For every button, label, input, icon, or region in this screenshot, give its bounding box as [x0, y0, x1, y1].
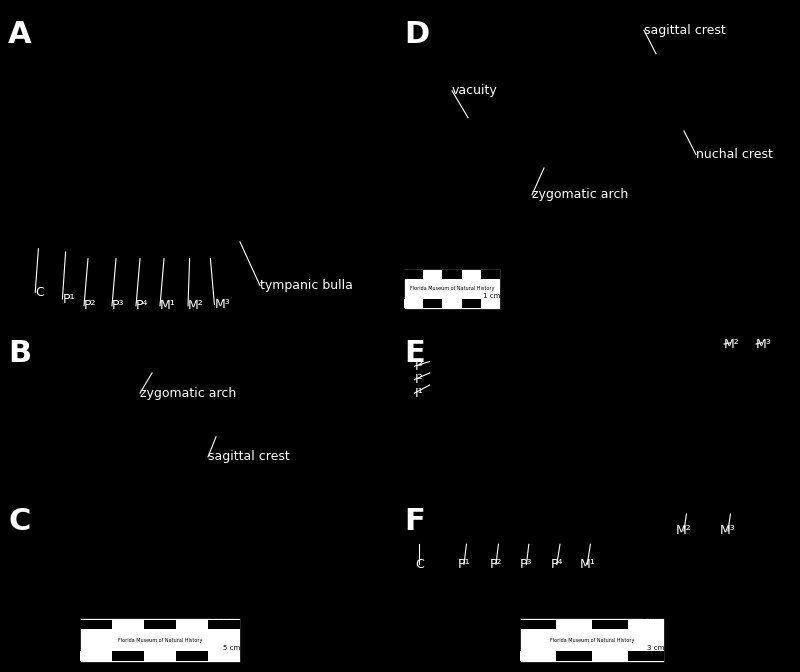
Text: 3 cm: 3 cm	[646, 645, 664, 651]
Text: I³: I³	[414, 360, 423, 373]
Text: C: C	[415, 558, 423, 571]
Text: B: B	[8, 339, 31, 368]
Bar	[176, 620, 208, 629]
Text: 1 inch: 1 inch	[642, 614, 664, 620]
Text: sagittal crest: sagittal crest	[644, 24, 726, 37]
Text: 2 inches: 2 inches	[470, 264, 500, 270]
Bar	[144, 651, 176, 661]
Bar	[481, 299, 500, 308]
Bar	[520, 618, 664, 662]
Bar	[592, 620, 628, 629]
Bar	[556, 620, 592, 629]
Bar	[628, 651, 664, 661]
Bar	[442, 299, 462, 308]
Text: M¹: M¹	[160, 299, 176, 312]
Bar	[628, 620, 664, 629]
Bar	[520, 620, 556, 629]
Text: P³: P³	[112, 299, 125, 312]
Text: M¹: M¹	[579, 558, 595, 571]
Text: M²: M²	[676, 524, 692, 538]
Text: D: D	[404, 20, 430, 49]
Text: M³: M³	[720, 524, 736, 538]
Text: P¹: P¹	[62, 292, 75, 306]
Text: I¹: I¹	[414, 386, 423, 400]
Text: tympanic bulla: tympanic bulla	[260, 279, 353, 292]
Text: M²: M²	[724, 337, 740, 351]
Bar	[462, 299, 481, 308]
Text: Florida Museum of Natural History: Florida Museum of Natural History	[410, 286, 494, 292]
Text: A: A	[8, 20, 32, 49]
Bar	[592, 651, 628, 661]
Bar	[208, 620, 240, 629]
Text: M³: M³	[214, 298, 230, 311]
Bar	[80, 651, 112, 661]
Text: vacuity: vacuity	[452, 84, 498, 97]
Text: P⁴: P⁴	[550, 558, 563, 571]
Text: P³: P³	[520, 558, 533, 571]
Text: Florida Museum of Natural History: Florida Museum of Natural History	[118, 638, 202, 642]
Bar	[404, 299, 423, 308]
Bar	[404, 269, 500, 309]
Text: sagittal crest: sagittal crest	[208, 450, 290, 464]
Bar	[423, 270, 442, 279]
Bar	[404, 270, 423, 279]
Text: F: F	[404, 507, 425, 536]
Bar	[208, 651, 240, 661]
Text: 1 cm: 1 cm	[482, 293, 500, 299]
Text: P²: P²	[84, 299, 97, 312]
Text: P¹: P¹	[458, 558, 470, 571]
Bar	[520, 651, 556, 661]
Text: C: C	[35, 286, 44, 299]
Text: 3 inches: 3 inches	[210, 614, 240, 620]
Bar	[423, 299, 442, 308]
Bar	[462, 270, 481, 279]
Bar	[144, 620, 176, 629]
Text: 5 cm: 5 cm	[222, 645, 240, 651]
Text: zygomatic arch: zygomatic arch	[140, 386, 236, 400]
Text: Florida Museum of Natural History: Florida Museum of Natural History	[550, 638, 634, 642]
Bar	[176, 651, 208, 661]
Text: E: E	[404, 339, 425, 368]
Bar	[481, 270, 500, 279]
Bar	[112, 651, 144, 661]
Text: nuchal crest: nuchal crest	[696, 148, 773, 161]
Text: zygomatic arch: zygomatic arch	[532, 188, 628, 202]
Text: P⁴: P⁴	[136, 299, 149, 312]
Text: P²: P²	[490, 558, 502, 571]
Bar	[80, 620, 112, 629]
Text: I²: I²	[414, 373, 423, 386]
Bar	[80, 618, 240, 662]
Text: M²: M²	[188, 299, 204, 312]
Bar	[556, 651, 592, 661]
Bar	[112, 620, 144, 629]
Text: M³: M³	[756, 337, 772, 351]
Bar	[442, 270, 462, 279]
Text: C: C	[8, 507, 30, 536]
